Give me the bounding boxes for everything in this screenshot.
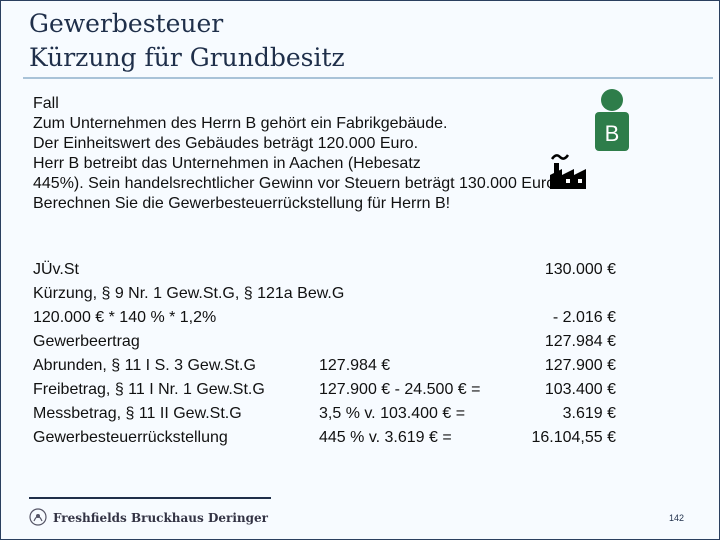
slide-title: Gewerbesteuer <box>29 9 224 38</box>
calc-label: 120.000 € * 140 % * 1,2% <box>33 309 217 326</box>
calc-row: Freibetrag, § 11 I Nr. 1 Gew.St.G 127.90… <box>33 378 633 402</box>
case-heading: Fall <box>33 95 59 112</box>
slide-subtitle: Kürzung für Grundbesitz <box>29 43 345 72</box>
calc-value: 16.104,55 € <box>531 429 616 446</box>
calc-label: JÜv.St <box>33 261 79 278</box>
calc-value: - 2.016 € <box>552 309 616 326</box>
calc-row: Abrunden, § 11 I S. 3 Gew.St.G 127.984 €… <box>33 354 633 378</box>
page-number: 142 <box>669 513 685 523</box>
calc-label: Abrunden, § 11 I S. 3 Gew.St.G <box>33 357 256 374</box>
calc-row: Gewerbesteuerrückstellung 445 % v. 3.619… <box>33 426 633 450</box>
calc-row: Gewerbeertrag 127.984 € <box>33 330 633 354</box>
calc-formula: 127.984 € <box>319 357 391 374</box>
case-text: Fall Zum Unternehmen des Herrn B gehört … <box>33 94 560 214</box>
calc-row: Kürzung, § 9 Nr. 1 Gew.St.G, § 121a Bew.… <box>33 282 633 306</box>
case-line: 445%). Sein handelsrechtlicher Gewinn vo… <box>33 175 560 192</box>
calc-formula: 127.900 € - 24.500 € = <box>319 381 481 398</box>
case-line: Berechnen Sie die Gewerbesteuerrückstell… <box>33 195 451 212</box>
calc-label: Freibetrag, § 11 I Nr. 1 Gew.St.G <box>33 381 265 398</box>
case-line: Der Einheitswert des Gebäudes beträgt 12… <box>33 135 419 152</box>
case-line: Zum Unternehmen des Herrn B gehört ein F… <box>33 115 448 132</box>
calc-value: 127.900 € <box>544 357 616 374</box>
factory-icon <box>550 154 586 189</box>
firm-logo-icon <box>29 508 47 526</box>
calc-formula: 445 % v. 3.619 € = <box>319 429 452 446</box>
calc-row: 120.000 € * 140 % * 1,2% - 2.016 € <box>33 306 633 330</box>
firm-name: Freshfields Bruckhaus Deringer <box>53 511 268 525</box>
case-line: Herr B betreibt das Unternehmen in Aache… <box>33 155 421 172</box>
calc-value: 130.000 € <box>544 261 616 278</box>
calc-row: JÜv.St 130.000 € <box>33 258 633 282</box>
calc-formula: 3,5 % v. 103.400 € = <box>319 405 466 422</box>
calc-value: 127.984 € <box>544 333 616 350</box>
person-icon: B <box>595 89 629 151</box>
title-divider <box>23 77 713 79</box>
calc-label: Messbetrag, § 11 II Gew.St.G <box>33 405 242 422</box>
person-badge-label: B <box>605 121 620 146</box>
footer-divider <box>29 497 271 499</box>
calculation-table: JÜv.St 130.000 € Kürzung, § 9 Nr. 1 Gew.… <box>33 258 633 450</box>
calc-value: 3.619 € <box>562 405 616 422</box>
calc-row: Messbetrag, § 11 II Gew.St.G 3,5 % v. 10… <box>33 402 633 426</box>
calc-label: Gewerbeertrag <box>33 333 140 350</box>
calc-label: Kürzung, § 9 Nr. 1 Gew.St.G, § 121a Bew.… <box>33 285 345 302</box>
calc-label: Gewerbesteuerrückstellung <box>33 429 228 446</box>
calc-value: 103.400 € <box>544 381 616 398</box>
